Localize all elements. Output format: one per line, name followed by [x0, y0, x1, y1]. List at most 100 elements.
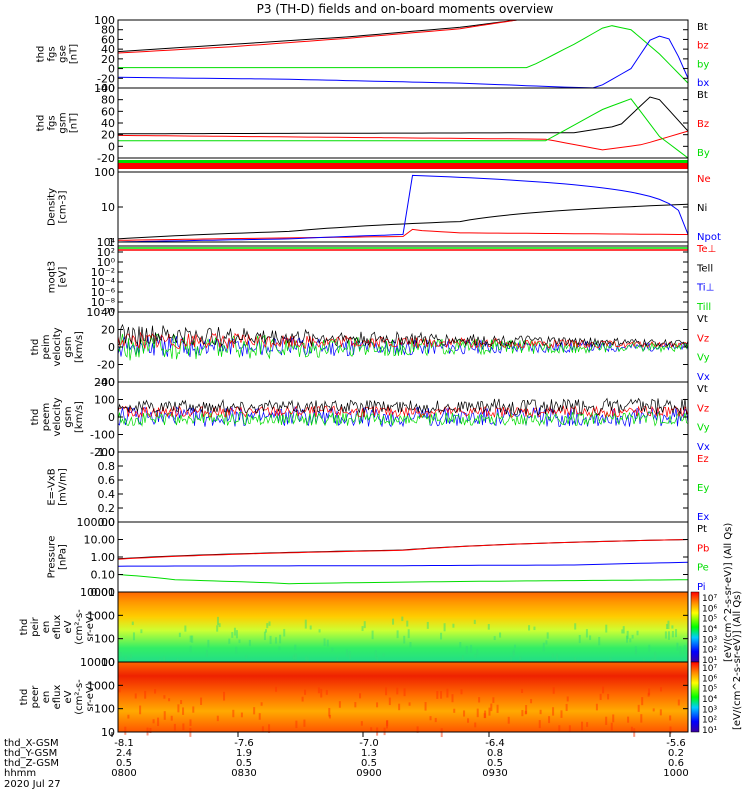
spectrogram-speckle	[189, 719, 192, 726]
legend-2: Npot	[697, 232, 721, 243]
panel-3: 100 10 1 Density [cm-3] Ne Ni Npot	[47, 166, 721, 249]
spectrogram-speckle	[269, 635, 272, 644]
spectrogram-speckle	[323, 638, 326, 647]
panel-8: 100.00 10.00 1.00 0.10 0.01 Pressure [nPa] Pt Pb…	[47, 516, 710, 599]
spectrogram-speckle	[629, 638, 632, 643]
spectrogram-speckle	[545, 640, 548, 645]
bar-red	[118, 163, 688, 169]
spectrogram-speckle	[440, 691, 443, 699]
panel-9: 10000 1000 100 10 thd peir en eflux eV (cm²-s-sr-…	[19, 586, 689, 669]
spectrogram-speckle	[263, 631, 266, 641]
spectrogram-speckle	[130, 653, 133, 659]
spectrogram-speckle	[453, 708, 456, 713]
x-tick-label: 2.4	[116, 748, 132, 759]
spectrogram-speckle	[119, 652, 122, 657]
legend-2: Vy	[697, 423, 710, 434]
colorbar-tick: 10⁵	[702, 685, 717, 695]
x-tick-label: -6.4	[485, 738, 505, 749]
colorbar-label: [eV/(cm^2-s-sr-eV)] (All Qs)	[723, 523, 734, 662]
y-axis-label: [eV]	[58, 267, 69, 288]
spectrogram-speckle	[305, 655, 308, 664]
spectrogram-speckle	[470, 644, 473, 653]
spectrogram-speckle	[325, 689, 328, 695]
spectrogram-speckle	[238, 639, 241, 644]
spectrogram-speckle	[426, 621, 429, 629]
spectrogram-speckle	[465, 646, 468, 654]
spectrogram-speckle	[328, 707, 331, 717]
legend-3: Till	[696, 302, 711, 313]
spectrogram-speckle	[170, 715, 173, 721]
spectrogram-speckle	[118, 687, 121, 693]
spectrogram-speckle	[675, 629, 678, 638]
y-axis-label: [nPa]	[58, 544, 69, 570]
spectrogram-speckle	[376, 702, 379, 708]
spectrogram-speckle	[640, 714, 643, 723]
spectrogram-speckle	[631, 634, 634, 639]
spectrogram-speckle	[248, 639, 251, 647]
series-line-Pi	[118, 574, 688, 585]
spectrogram-speckle	[474, 654, 477, 659]
spectrogram-speckle	[192, 706, 195, 713]
y-axis-label: en	[41, 621, 52, 634]
spectrogram-speckle	[664, 631, 667, 639]
y-tick-label: 100.00	[77, 516, 116, 529]
spectrogram-speckle	[168, 698, 171, 702]
spectrogram-speckle	[223, 691, 226, 701]
spectrogram-speckle	[434, 717, 437, 723]
spectrogram-speckle	[513, 644, 516, 649]
spectrogram-speckle	[127, 714, 130, 719]
spectrogram-speckle	[240, 712, 243, 718]
spectrogram-speckle	[152, 719, 155, 724]
y-tick-label: -40	[97, 376, 115, 389]
x-tick-label: 0.5	[361, 758, 377, 769]
spectrogram-speckle	[647, 692, 650, 697]
y-axis-label: gsm	[63, 336, 74, 357]
spectrogram-speckle	[176, 658, 179, 663]
y-axis-label: [nT]	[69, 44, 80, 64]
spectrogram-speckle	[669, 715, 672, 721]
spectrogram-speckle	[467, 718, 470, 723]
spectrogram-speckle	[566, 696, 569, 702]
spectrogram-speckle	[180, 700, 183, 705]
colorbar-tick: 10⁴	[702, 625, 717, 635]
y-tick-label: 20	[101, 324, 115, 337]
series-line-Vy	[118, 331, 688, 349]
series-line-Ni	[118, 203, 688, 240]
x-tick-label: -7.6	[234, 738, 254, 749]
y-tick-label: 10000	[80, 656, 115, 669]
y-axis-label: thd	[19, 619, 30, 636]
spectrogram-speckle	[139, 705, 142, 715]
x-row-label: thd_X-GSM	[4, 738, 59, 749]
legend-0: Bt	[697, 22, 708, 33]
spectrogram-speckle	[635, 649, 638, 654]
spectrogram-speckle	[641, 697, 644, 706]
x-tick-label: 0.5	[487, 758, 503, 769]
y-axis-label: thd	[30, 409, 41, 426]
y-axis-label: (cm²-s-	[74, 679, 85, 715]
spectrogram-speckle	[633, 728, 636, 737]
series-line-Vt	[118, 336, 688, 358]
y-axis-label: eflux	[52, 615, 63, 640]
series-line-Vx	[118, 397, 688, 416]
legend-1: Ey	[697, 483, 709, 494]
spectrogram-speckle	[260, 702, 263, 706]
colorbar-tick: 10⁶	[702, 674, 717, 684]
series-line-By	[118, 98, 688, 158]
spectrogram-speckle	[274, 637, 277, 644]
y-axis-label: velocity	[52, 397, 63, 436]
panel-frame	[117, 521, 689, 593]
spectrogram-speckle	[163, 711, 166, 720]
spectrogram-speckle	[476, 708, 479, 718]
series-line-Npot	[118, 174, 688, 242]
spectrogram-speckle	[403, 688, 406, 697]
spectrogram-speckle	[636, 630, 639, 636]
legend-2: Ex	[697, 512, 709, 523]
spectrogram-speckle	[510, 656, 513, 663]
y-tick-label: 10.00	[84, 534, 116, 547]
y-tick-label: 0.10	[91, 569, 116, 582]
spectrogram-speckle	[173, 723, 176, 731]
figure-title: P3 (TH-D) fields and on-board moments ov…	[257, 2, 554, 16]
